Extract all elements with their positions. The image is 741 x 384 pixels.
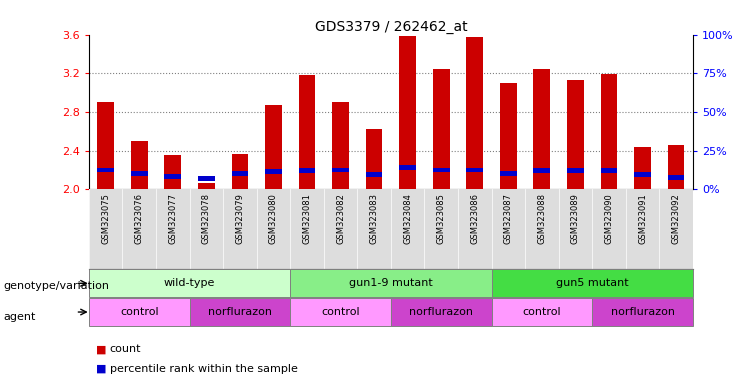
Bar (131, 171, 147, 176)
Bar (534, 70, 551, 189)
Text: norflurazon: norflurazon (409, 307, 473, 317)
Text: control: control (322, 307, 360, 317)
Bar (299, 75, 316, 189)
Bar (491, 298, 592, 326)
Text: GSM323083: GSM323083 (370, 193, 379, 244)
Title: GDS3379 / 262462_at: GDS3379 / 262462_at (315, 20, 467, 33)
Bar (332, 102, 349, 189)
Text: GSM323088: GSM323088 (537, 193, 546, 244)
Bar (198, 176, 215, 180)
Text: GSM323092: GSM323092 (671, 193, 680, 244)
Text: GSM323081: GSM323081 (302, 193, 311, 244)
Bar (668, 175, 685, 180)
Text: count: count (110, 344, 142, 354)
Bar (190, 298, 290, 326)
Text: GSM323085: GSM323085 (436, 193, 445, 244)
Text: GSM323082: GSM323082 (336, 193, 345, 244)
Text: control: control (522, 307, 561, 317)
Text: control: control (120, 307, 159, 317)
Bar (567, 80, 584, 189)
Bar (290, 270, 491, 297)
Bar (366, 172, 382, 177)
Text: genotype/variation: genotype/variation (4, 281, 110, 291)
Bar (290, 298, 391, 326)
Text: GSM323086: GSM323086 (471, 193, 479, 244)
Text: percentile rank within the sample: percentile rank within the sample (110, 364, 298, 374)
Bar (97, 102, 114, 189)
Bar (366, 129, 382, 189)
Bar (165, 156, 182, 189)
Bar (131, 141, 147, 189)
Bar (165, 174, 182, 179)
Bar (231, 171, 248, 176)
Bar (89, 270, 290, 297)
Bar (265, 169, 282, 174)
Text: GSM323091: GSM323091 (638, 193, 647, 244)
Text: norflurazon: norflurazon (611, 307, 674, 317)
Bar (600, 74, 617, 189)
Text: GSM323084: GSM323084 (403, 193, 412, 244)
Text: GSM323087: GSM323087 (504, 193, 513, 244)
Text: GSM323089: GSM323089 (571, 193, 580, 244)
Bar (634, 147, 651, 189)
Bar (299, 168, 316, 173)
Text: ■: ■ (96, 344, 107, 354)
Text: wild-type: wild-type (164, 278, 215, 288)
Bar (500, 83, 516, 189)
Text: norflurazon: norflurazon (208, 307, 272, 317)
Bar (634, 172, 651, 177)
Bar (391, 298, 491, 326)
Text: GSM323076: GSM323076 (135, 193, 144, 244)
Bar (600, 168, 617, 173)
Bar (668, 145, 685, 189)
Bar (198, 182, 215, 189)
Text: gun5 mutant: gun5 mutant (556, 278, 628, 288)
Bar (491, 270, 693, 297)
Bar (89, 298, 190, 326)
Text: GSM323077: GSM323077 (168, 193, 177, 244)
Bar (500, 171, 516, 176)
Text: GSM323090: GSM323090 (605, 193, 614, 244)
Text: GSM323075: GSM323075 (102, 193, 110, 244)
Text: agent: agent (4, 312, 36, 322)
Text: GSM323079: GSM323079 (236, 193, 245, 244)
Bar (97, 167, 114, 172)
Bar (265, 105, 282, 189)
Bar (231, 154, 248, 189)
Bar (567, 168, 584, 173)
Bar (332, 167, 349, 172)
Text: GSM323080: GSM323080 (269, 193, 278, 244)
Bar (534, 168, 551, 173)
Bar (466, 167, 483, 172)
Text: ■: ■ (96, 364, 107, 374)
Text: GSM323078: GSM323078 (202, 193, 211, 244)
Text: gun1-9 mutant: gun1-9 mutant (349, 278, 433, 288)
Bar (433, 167, 450, 172)
Bar (466, 38, 483, 189)
Bar (433, 70, 450, 189)
Bar (399, 165, 416, 170)
Bar (399, 36, 416, 189)
Bar (592, 298, 693, 326)
